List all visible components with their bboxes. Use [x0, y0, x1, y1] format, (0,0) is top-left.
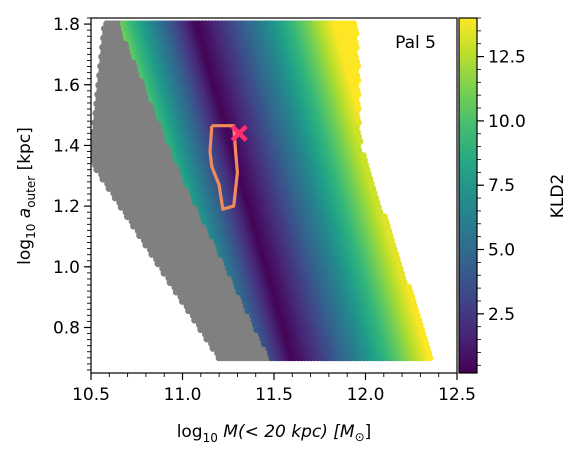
heatmap-cells — [91, 20, 434, 362]
heatmap-cell — [405, 283, 413, 291]
